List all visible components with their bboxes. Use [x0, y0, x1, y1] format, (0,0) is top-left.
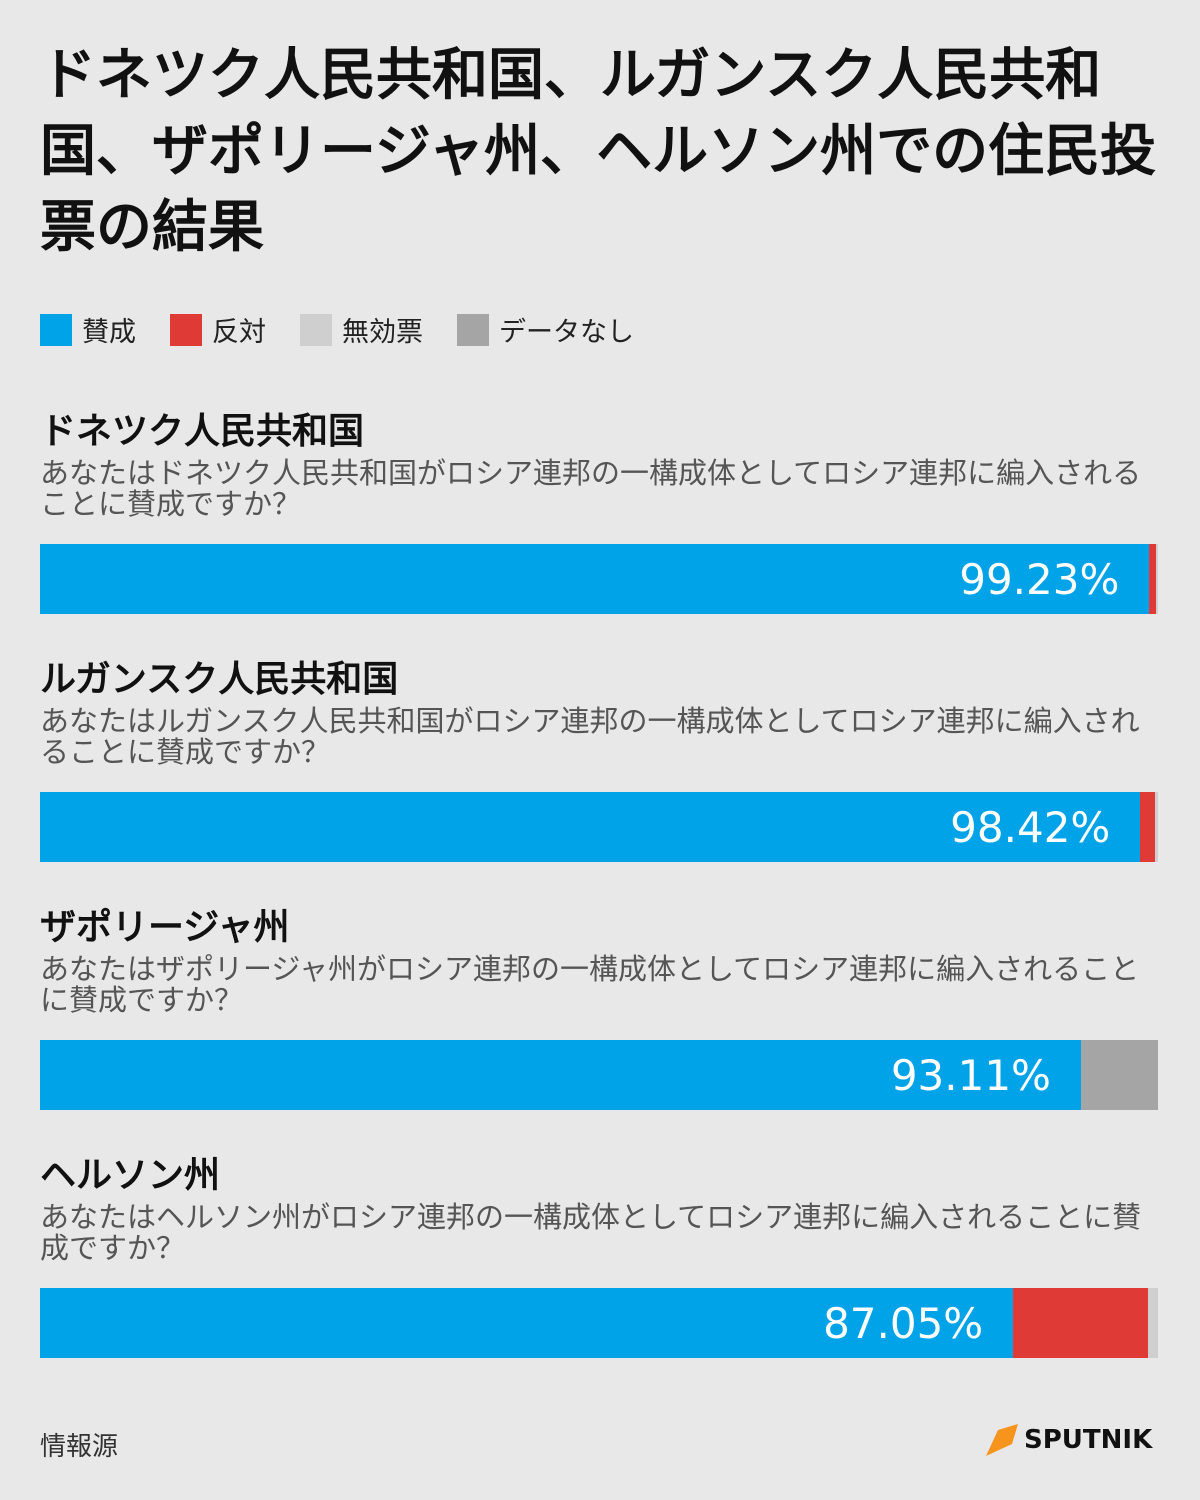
- legend: 賛成 反対 無効票 データなし: [40, 310, 634, 349]
- bar-segment: [40, 1288, 1014, 1358]
- bar-segment: [40, 792, 1141, 862]
- legend-swatch: [40, 313, 72, 346]
- legend-swatch: [300, 313, 332, 346]
- bar-segment: [1149, 544, 1157, 614]
- bar-row: 93.11%: [40, 1040, 1158, 1110]
- bar-segment: [40, 1040, 1081, 1110]
- question: あなたはザポリージャ州がロシア連邦の一構成体としてロシア連邦に編入されることに賛…: [40, 952, 1140, 1017]
- legend-item: 反対: [170, 310, 266, 349]
- bar-segment: [40, 544, 1150, 614]
- legend-item: 賛成: [40, 310, 136, 349]
- legend-item: データなし: [457, 310, 634, 349]
- logo-text: SPUTNIK: [1024, 1425, 1153, 1455]
- value-label: 99.23%: [959, 554, 1120, 604]
- bar-segment: [1140, 792, 1155, 862]
- legend-swatch: [170, 313, 202, 346]
- logo: SPUTNIK: [984, 1422, 1152, 1458]
- legend-item: 無効票: [300, 310, 423, 349]
- logo-icon: [986, 1424, 1018, 1456]
- legend-label: 賛成: [82, 317, 136, 348]
- question: あなたはルガンスク人民共和国がロシア連邦の一構成体としてロシア連邦に編入されるこ…: [40, 704, 1140, 769]
- bar-segment: [1156, 544, 1158, 614]
- value-label: 87.05%: [823, 1298, 984, 1348]
- chart-title: ドネツク人民共和国、ルガンスク人民共和国、ザポリージャ州、ヘルソン州での住民投票…: [40, 43, 1157, 260]
- region-name: ドネツク人民共和国: [40, 411, 365, 452]
- legend-swatch: [457, 313, 489, 346]
- region-name: ルガンスク人民共和国: [40, 659, 399, 700]
- region-name: ザポリージャ州: [40, 907, 290, 948]
- bar-row: 98.42%: [40, 792, 1158, 862]
- bar-segment: [1147, 1288, 1158, 1358]
- question: あなたはヘルソン州がロシア連邦の一構成体としてロシア連邦に編入されることに賛成で…: [40, 1200, 1142, 1265]
- legend-label: 反対: [212, 317, 266, 348]
- legend-label: データなし: [499, 317, 634, 348]
- value-label: 93.11%: [890, 1050, 1051, 1100]
- bar-row: 99.23%: [40, 544, 1158, 614]
- legend-label: 無効票: [342, 317, 423, 348]
- source: 情報源: [40, 1432, 119, 1462]
- question: あなたはドネツク人民共和国がロシア連邦の一構成体としてロシア連邦に編入されること…: [40, 456, 1142, 521]
- region-name: ヘルソン州: [40, 1155, 221, 1196]
- bar-row: 87.05%: [40, 1288, 1158, 1358]
- value-label: 98.42%: [950, 802, 1111, 852]
- bar-segment: [1013, 1288, 1148, 1358]
- bar-segment: [1080, 1040, 1158, 1110]
- bar-segment: [1154, 792, 1158, 862]
